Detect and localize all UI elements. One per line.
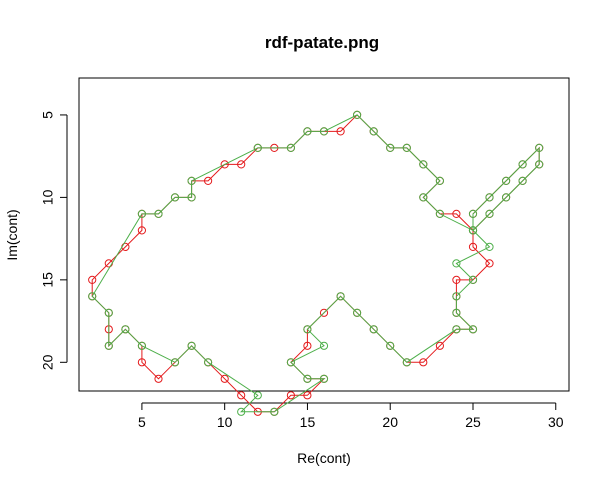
series-green-point [468,226,478,235]
y-tick-label: 15 [40,272,56,288]
series-green-point [88,292,97,301]
series-red-line [91,114,540,413]
series-green-point [319,374,329,383]
series-green-point [485,193,494,202]
series-green-point [121,325,130,334]
series-green-point [137,341,146,350]
series-green-point [419,193,428,202]
series-green-point [187,193,196,202]
series-green-point [485,209,494,218]
series-red-point [452,209,461,218]
series-red-point [220,374,229,383]
series-green-point [468,209,478,218]
series-green-point [419,160,428,169]
series-green-point [369,325,378,334]
series-green-point [104,308,113,317]
series-red-point [435,341,444,350]
series-green-point [502,176,511,185]
series-green-point [253,391,262,400]
series-green-point [518,176,527,185]
chart-title: rdf-patate.png [265,33,379,52]
axes-layer: 5 10 15 20 25 30 5 10 15 20 [40,111,564,430]
series-green-point [468,275,478,284]
x-tick-label: 15 [300,414,316,430]
series-green-point [319,127,329,136]
series-green-point [170,358,180,367]
series-green-point [402,143,411,152]
data-layer [88,110,544,416]
series-green-point [435,209,444,218]
series-green-point [518,160,527,169]
series-green-point [369,127,378,136]
series-green-point [187,341,196,350]
plot-frame [78,77,570,392]
x-tick-label: 10 [217,414,233,430]
series-red-point [204,176,213,185]
series-green-point [468,325,478,334]
series-green-point [286,143,295,152]
series-green-point [204,358,213,367]
series-green-point [187,176,196,185]
series-red-point [303,391,312,400]
y-tick-label: 5 [40,111,56,119]
series-green-point [170,193,180,202]
series-green-point [435,176,444,185]
series-red-point [220,160,229,169]
series-green-point [270,407,279,416]
series-red-point [237,160,246,169]
x-tick-label: 25 [465,414,481,430]
y-tick-label: 10 [40,189,56,205]
series-green-point [154,209,163,218]
x-tick-label: 20 [382,414,398,430]
series-green-point [303,374,312,383]
series-red-point [137,358,146,367]
series-red-point [452,275,461,284]
series-green-point [386,341,395,350]
series-red-point [336,127,345,136]
x-tick-label: 30 [548,414,564,430]
x-tick-label: 5 [138,414,146,430]
series-red-point [154,374,163,383]
series-green-point [253,143,262,152]
series-red-point [419,358,428,367]
x-axis-label: Re(cont) [297,450,351,466]
series-green-point [452,325,461,334]
series-green-point [104,341,113,350]
series-green-point [402,358,411,367]
y-tick-label: 20 [40,354,56,370]
series-green-point [485,242,494,251]
y-axis-label: Im(cont) [4,209,20,260]
series-green-point [137,209,146,218]
series-red-point [468,242,478,251]
series-green-point [286,358,295,367]
series-red-point [88,275,97,284]
series-red-point [485,259,494,268]
series-red-point [303,341,312,350]
series-red-point [137,226,146,235]
series-green-point [319,341,329,350]
series-green-point [237,407,246,416]
series-green-point [386,143,395,152]
series-red-point [286,391,295,400]
series-green-point [535,143,544,152]
series-green-point [535,160,544,169]
series-green-point [452,292,461,301]
series-green-point [336,292,345,301]
series-red-point [237,391,246,400]
series-green-line [91,114,540,413]
series-green-point [353,110,362,120]
series-green-point [303,127,312,136]
series-green-point [452,308,461,317]
series-green-point [452,259,461,268]
series-green-point [303,325,312,334]
series-green-point [502,193,511,202]
series-red-point [319,308,329,317]
series-green-point [353,308,362,317]
